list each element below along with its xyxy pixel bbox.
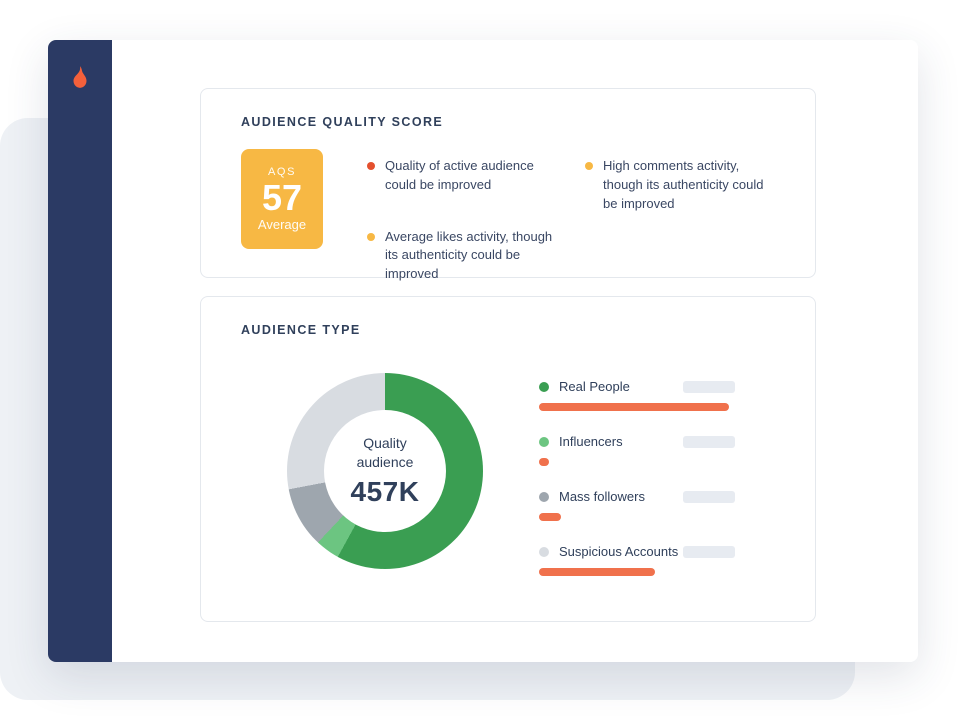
- aqs-score-badge: AQS 57 Average: [241, 149, 323, 249]
- bullet-text: Quality of active audience could be impr…: [385, 158, 534, 192]
- legend-label: Suspicious Accounts: [559, 544, 679, 559]
- legend-item-head: Suspicious Accounts: [539, 544, 735, 559]
- legend-value-placeholder: [683, 380, 735, 393]
- legend-item: Real People: [539, 379, 735, 411]
- legend-value-placeholder: [683, 490, 735, 503]
- aqs-bullet-item: Quality of active audience could be impr…: [367, 157, 557, 214]
- legend-activity-bar-fill: [539, 403, 730, 411]
- aqs-rating-label: Average: [257, 217, 307, 233]
- bullet-text: Average likes activity, though its authe…: [385, 228, 553, 282]
- aqs-bullet-item: High comments activity, though its authe…: [585, 157, 775, 214]
- legend-activity-bar-fill: [539, 513, 561, 521]
- aqs-card-body: AQS 57 Average Quality of active audienc…: [241, 149, 775, 284]
- legend-item: Influencers: [539, 434, 735, 466]
- legend-label: Influencers: [559, 434, 623, 449]
- donut-center: Quality audience 457K: [324, 410, 446, 532]
- legend-item-head: Influencers: [539, 434, 735, 449]
- bullet-dot-icon: [367, 162, 375, 170]
- flame-path: [73, 66, 87, 88]
- legend-item-head: Real People: [539, 379, 735, 394]
- main-content: AUDIENCE QUALITY SCORE AQS 57 Average Qu…: [112, 40, 918, 662]
- legend-value-placeholder: [683, 545, 735, 558]
- donut-center-value: 457K: [350, 475, 420, 507]
- bullet-dot-icon: [585, 162, 593, 170]
- legend-color-dot: [539, 546, 549, 557]
- legend-activity-bar: [539, 513, 735, 521]
- app-window: AUDIENCE QUALITY SCORE AQS 57 Average Qu…: [48, 40, 918, 662]
- aqs-bullet-list: Quality of active audience could be impr…: [367, 157, 775, 284]
- legend-label: Mass followers: [559, 489, 645, 504]
- audience-type-body: Quality audience 457K Real People Influe…: [241, 373, 775, 576]
- legend-activity-bar-fill: [539, 568, 655, 576]
- aqs-badge-label: AQS: [267, 165, 297, 178]
- bullet-dot-icon: [367, 232, 375, 241]
- legend-color-dot: [539, 436, 549, 447]
- legend-activity-bar: [539, 403, 735, 411]
- legend-activity-bar: [539, 458, 735, 466]
- legend-color-dot: [539, 491, 549, 502]
- legend-activity-bar: [539, 568, 735, 576]
- legend-item-head: Mass followers: [539, 489, 735, 504]
- aqs-card-title: AUDIENCE QUALITY SCORE: [241, 115, 444, 129]
- aqs-bullet-item: Average likes activity, though its authe…: [367, 228, 557, 285]
- legend-value-placeholder: [683, 435, 735, 448]
- audience-type-legend: Real People Influencers Mass followers: [539, 379, 735, 576]
- legend-color-dot: [539, 381, 549, 392]
- aqs-card: AUDIENCE QUALITY SCORE AQS 57 Average Qu…: [200, 88, 816, 281]
- legend-activity-bar-fill: [539, 458, 549, 466]
- legend-label: Real People: [559, 379, 630, 394]
- legend-item: Suspicious Accounts: [539, 544, 735, 576]
- legend-item: Mass followers: [539, 489, 735, 521]
- donut-chart: Quality audience 457K: [287, 373, 483, 569]
- sidebar: [48, 40, 112, 662]
- bullet-text: High comments activity, though its authe…: [603, 158, 764, 211]
- flame-logo-icon[interactable]: [67, 64, 93, 90]
- audience-type-card-title: AUDIENCE TYPE: [241, 323, 361, 337]
- audience-type-card: AUDIENCE TYPE Quality audience 457K Real…: [200, 296, 816, 622]
- aqs-score-value: 57: [261, 176, 303, 218]
- donut-center-label: Quality audience: [356, 435, 414, 470]
